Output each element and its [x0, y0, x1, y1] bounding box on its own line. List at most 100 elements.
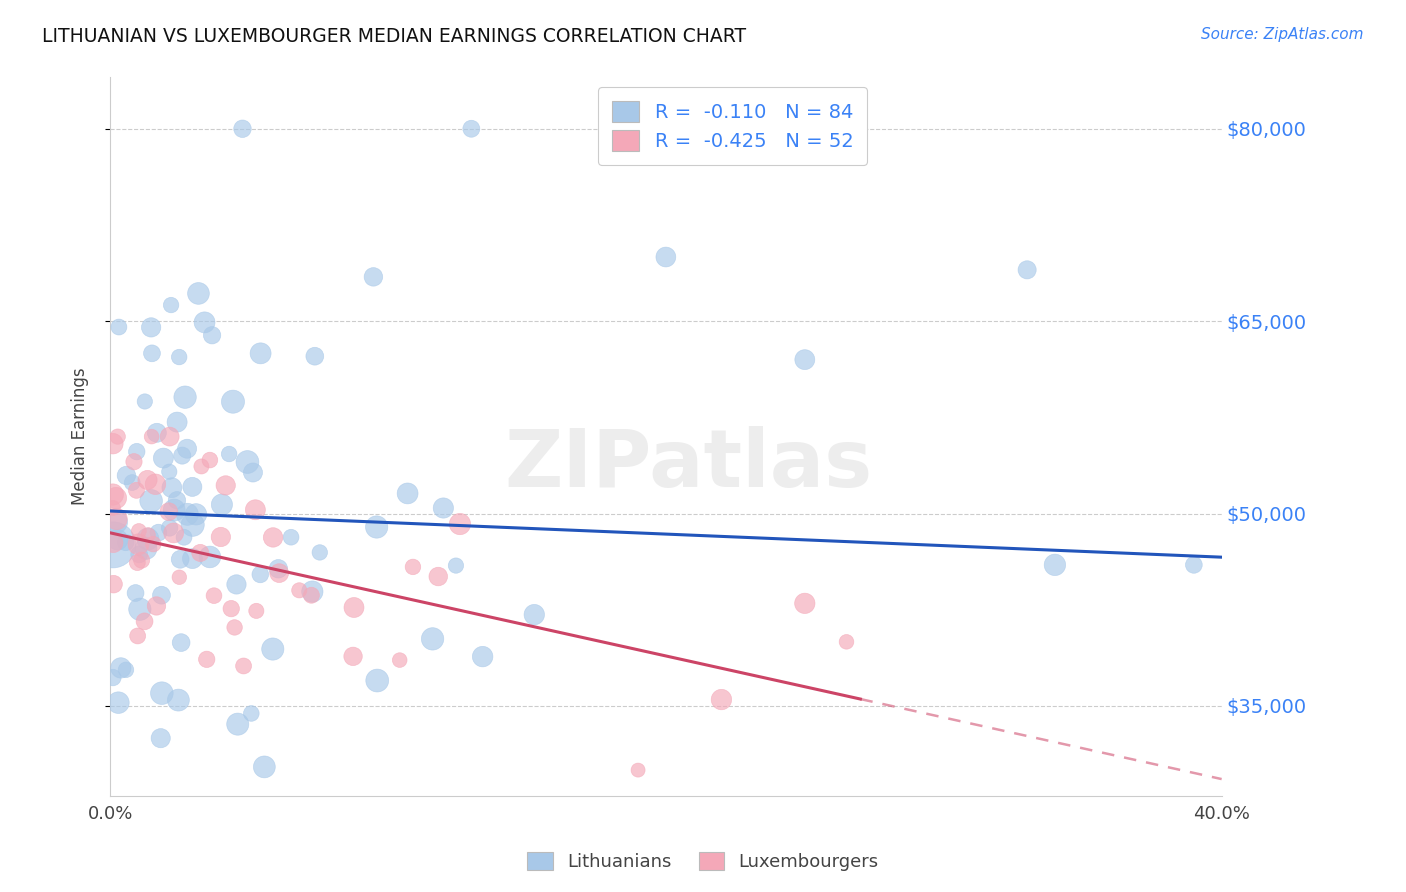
- Point: [125, 483, 148, 498]
- Point: [152, 451, 174, 466]
- Point: [128, 524, 150, 538]
- Point: [396, 486, 419, 500]
- Point: [134, 394, 156, 409]
- Point: [128, 602, 150, 616]
- Point: [169, 570, 191, 584]
- Point: [139, 320, 162, 334]
- Point: [240, 706, 263, 721]
- Point: [793, 596, 815, 610]
- Point: [422, 632, 444, 646]
- Point: [187, 286, 209, 301]
- Point: [101, 671, 124, 685]
- Point: [101, 500, 124, 515]
- Point: [127, 556, 149, 570]
- Point: [188, 546, 211, 560]
- Point: [245, 604, 267, 618]
- Point: [163, 503, 186, 517]
- Y-axis label: Median Earnings: Median Earnings: [72, 368, 89, 506]
- Point: [299, 588, 322, 602]
- Point: [460, 121, 482, 136]
- Point: [176, 508, 198, 522]
- Point: [245, 502, 267, 516]
- Point: [169, 552, 191, 566]
- Point: [388, 653, 411, 667]
- Point: [160, 298, 183, 312]
- Point: [219, 601, 242, 615]
- Point: [134, 615, 156, 629]
- Point: [135, 541, 157, 556]
- Point: [101, 487, 124, 501]
- Point: [402, 560, 425, 574]
- Point: [181, 517, 204, 532]
- Point: [176, 442, 198, 456]
- Point: [231, 121, 253, 136]
- Point: [242, 466, 264, 480]
- Point: [107, 696, 129, 710]
- Point: [627, 763, 650, 777]
- Point: [173, 530, 195, 544]
- Point: [301, 584, 323, 599]
- Point: [655, 250, 678, 264]
- Point: [198, 453, 221, 467]
- Point: [181, 551, 204, 566]
- Point: [225, 577, 247, 591]
- Text: LITHUANIAN VS LUXEMBOURGER MEDIAN EARNINGS CORRELATION CHART: LITHUANIAN VS LUXEMBOURGER MEDIAN EARNIN…: [42, 27, 747, 45]
- Text: ZIPatlas: ZIPatlas: [503, 426, 872, 504]
- Point: [145, 477, 167, 491]
- Legend: R =  -0.110   N = 84, R =  -0.425   N = 52: R = -0.110 N = 84, R = -0.425 N = 52: [598, 87, 868, 164]
- Point: [1017, 263, 1039, 277]
- Point: [110, 661, 132, 675]
- Point: [159, 521, 181, 535]
- Point: [142, 537, 165, 551]
- Point: [105, 512, 128, 526]
- Point: [115, 663, 138, 677]
- Point: [167, 693, 190, 707]
- Point: [444, 558, 467, 573]
- Point: [145, 599, 167, 613]
- Point: [288, 583, 311, 598]
- Point: [427, 569, 450, 583]
- Point: [136, 528, 159, 542]
- Point: [114, 535, 136, 549]
- Point: [253, 760, 276, 774]
- Point: [202, 589, 225, 603]
- Point: [215, 478, 238, 492]
- Point: [136, 532, 159, 546]
- Point: [166, 493, 188, 508]
- Point: [101, 436, 124, 450]
- Point: [174, 390, 197, 404]
- Point: [101, 538, 124, 552]
- Point: [262, 531, 284, 545]
- Point: [710, 692, 733, 706]
- Point: [198, 549, 221, 564]
- Point: [104, 491, 127, 505]
- Point: [226, 717, 249, 731]
- Point: [269, 566, 291, 581]
- Point: [166, 415, 188, 429]
- Point: [124, 586, 146, 600]
- Point: [222, 394, 245, 409]
- Point: [195, 652, 218, 666]
- Point: [211, 498, 233, 512]
- Point: [201, 328, 224, 343]
- Point: [121, 475, 143, 490]
- Point: [249, 567, 271, 582]
- Point: [224, 620, 246, 634]
- Point: [304, 349, 326, 363]
- Point: [308, 545, 330, 559]
- Point: [157, 505, 180, 519]
- Point: [141, 429, 163, 443]
- Point: [366, 520, 388, 534]
- Point: [1182, 558, 1205, 572]
- Point: [105, 515, 128, 529]
- Point: [139, 493, 162, 508]
- Point: [249, 346, 271, 360]
- Point: [1043, 558, 1066, 572]
- Point: [141, 346, 163, 360]
- Point: [209, 530, 232, 544]
- Point: [115, 468, 138, 483]
- Point: [122, 455, 145, 469]
- Point: [343, 600, 366, 615]
- Point: [103, 536, 125, 550]
- Point: [163, 525, 186, 540]
